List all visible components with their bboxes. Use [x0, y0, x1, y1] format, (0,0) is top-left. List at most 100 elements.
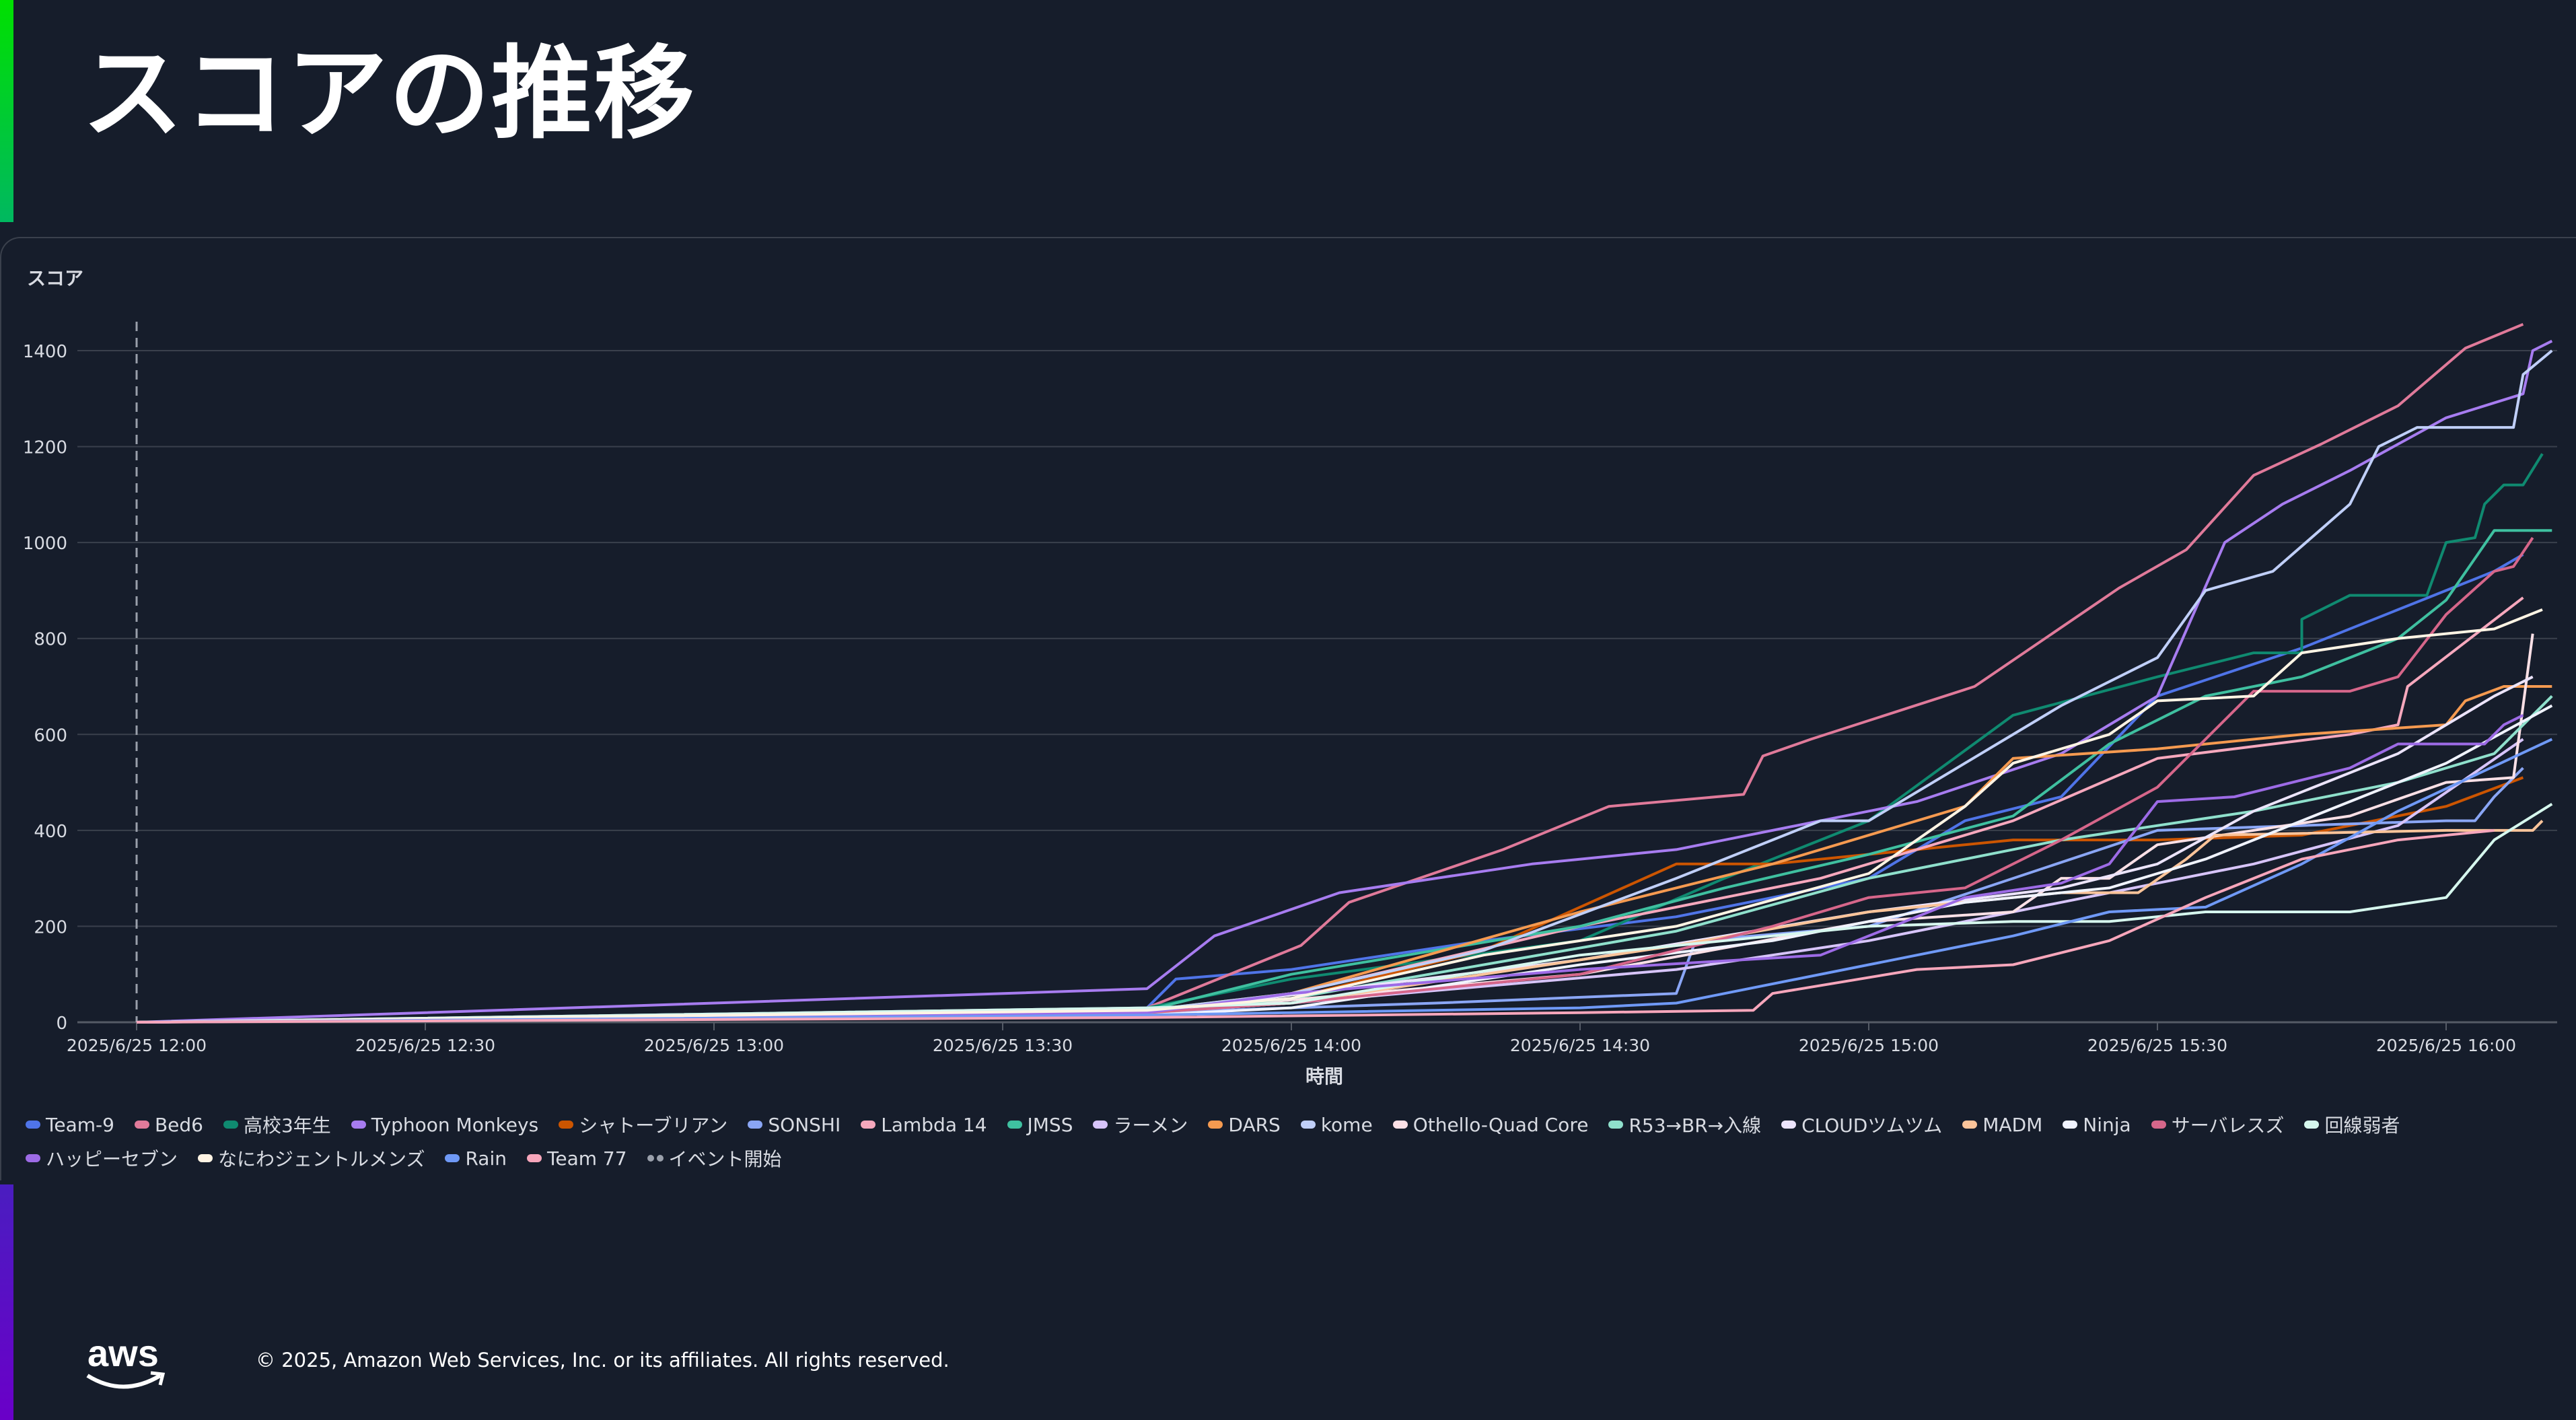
y-tick-label: 200 [34, 917, 67, 937]
y-tick-label: 600 [34, 725, 67, 746]
legend-label: ハッピーセブン [46, 1148, 178, 1170]
legend-label: kome [1320, 1113, 1373, 1136]
legend-swatch [1781, 1121, 1797, 1129]
legend-swatch [748, 1121, 763, 1129]
legend-label: なにわジェントルメンズ [218, 1148, 425, 1170]
legend-label: シャトーブリアン [579, 1114, 728, 1137]
series-line-サーバレスズ [136, 536, 2534, 1024]
legend-item[interactable]: ラーメン [1093, 1112, 1188, 1137]
y-axis-label: スコア [27, 267, 84, 289]
y-tick-label: 800 [34, 630, 67, 650]
legend-label: Ninja [2083, 1113, 2131, 1136]
legend-item[interactable]: 回線弱者 [2304, 1112, 2400, 1137]
legend-swatch [2063, 1121, 2078, 1129]
legend-item[interactable]: Ninja [2063, 1112, 2131, 1137]
legend-swatch [1300, 1121, 1316, 1129]
series-line-Team 77 [136, 828, 2495, 1024]
series-line-Typhoon Monkeys [136, 339, 2553, 1024]
series-line-Bed6 [136, 322, 2524, 1024]
legend-item[interactable]: DARS [1208, 1112, 1281, 1137]
legend-label: Typhoon Monkeys [371, 1113, 539, 1136]
slide-title: スコアの推移 [82, 36, 696, 153]
legend-swatch [445, 1154, 460, 1162]
y-tick-label: 400 [34, 822, 67, 842]
legend-item[interactable]: Bed6 [134, 1112, 203, 1137]
legend-swatch [1608, 1121, 1624, 1129]
legend-swatch [1208, 1121, 1223, 1129]
legend-label: Othello-Quad Core [1412, 1113, 1589, 1136]
legend-label: DARS [1228, 1113, 1281, 1136]
series-line-高校3年生 [136, 453, 2544, 1024]
legend-label: R53→BR→入線 [1629, 1114, 1762, 1137]
chart-legend: Team-9 Bed6 高校3年生 Typhoon Monkeys シャトーブリアン SO… [26, 1112, 2556, 1171]
x-tick-label: 2025/6/25 14:00 [1221, 1036, 1361, 1055]
x-axis-label: 時間 [1305, 1065, 1344, 1088]
series-line-回線弱者 [136, 803, 2553, 1024]
legend-item[interactable]: kome [1300, 1112, 1373, 1137]
legend-item[interactable]: JMSS [1007, 1112, 1073, 1137]
line-chart: 0 200 400 600 800 1000 1200 1400 2025/6/25 12:00… [23, 322, 2557, 1055]
chart-panel [0, 237, 2576, 1180]
legend-label: CLOUDツムツム [1801, 1114, 1943, 1137]
legend-swatch [26, 1154, 40, 1162]
x-tick-label: 2025/6/25 15:30 [2087, 1036, 2227, 1055]
legend-label: イベント開始 [668, 1148, 782, 1170]
x-tick-label: 2025/6/25 13:30 [933, 1036, 1073, 1055]
legend-item[interactable]: ハッピーセブン [26, 1145, 178, 1171]
legend-item[interactable]: MADM [1962, 1112, 2042, 1137]
legend-item[interactable]: Team 77 [527, 1145, 627, 1171]
legend-item[interactable]: R53→BR→入線 [1608, 1112, 1761, 1137]
series-line-なにわジェントルメンズ [136, 608, 2543, 1024]
series-line-kome [136, 349, 2553, 1024]
y-tick-label: 1000 [23, 534, 67, 554]
legend-item[interactable]: Typhoon Monkeys [351, 1112, 538, 1137]
y-tick-label: 0 [56, 1014, 67, 1034]
legend-label: JMSS [1027, 1113, 1073, 1136]
legend-swatch [647, 1155, 664, 1162]
legend-item[interactable]: SONSHI [748, 1112, 840, 1137]
legend-item[interactable]: イベント開始 [647, 1145, 782, 1171]
accent-bar-bottom [0, 1184, 13, 1420]
x-tick-label: 2025/6/25 15:00 [1799, 1036, 1939, 1055]
legend-swatch [134, 1121, 149, 1129]
legend-label: Rain [465, 1147, 507, 1170]
legend-swatch [559, 1121, 574, 1129]
series-line-Team-9 [136, 553, 2524, 1024]
aws-logo-text: aws [87, 1334, 159, 1374]
legend-item[interactable]: Othello-Quad Core [1392, 1112, 1589, 1137]
legend-swatch [2151, 1121, 2166, 1129]
legend-item[interactable]: Lambda 14 [861, 1112, 987, 1137]
legend-swatch [351, 1121, 366, 1129]
legend-item[interactable]: シャトーブリアン [559, 1112, 727, 1137]
legend-item[interactable]: Rain [445, 1145, 507, 1171]
series-line-Ninja [136, 704, 2553, 1024]
legend-label: 高校3年生 [243, 1114, 331, 1137]
legend-swatch [223, 1121, 238, 1129]
series-line-ラーメン [136, 738, 2524, 1024]
legend-label: ラーメン [1113, 1114, 1188, 1137]
legend-item[interactable]: 高校3年生 [223, 1112, 331, 1137]
legend-label: Lambda 14 [881, 1113, 987, 1136]
x-tick-label: 2025/6/25 16:00 [2376, 1036, 2516, 1055]
series-line-Lambda 14 [136, 596, 2524, 1024]
y-tick-label: 1400 [23, 342, 67, 362]
y-tick-label: 1200 [23, 438, 67, 458]
legend-item[interactable]: サーバレスズ [2151, 1112, 2285, 1137]
legend-swatch [26, 1121, 40, 1129]
legend-swatch [1392, 1121, 1408, 1129]
legend-item[interactable]: Team-9 [26, 1112, 114, 1137]
legend-label: MADM [1982, 1113, 2043, 1136]
aws-logo: aws [86, 1334, 166, 1389]
x-tick-label: 2025/6/25 12:30 [355, 1036, 495, 1055]
legend-swatch [2304, 1121, 2320, 1129]
legend-swatch [527, 1154, 542, 1162]
legend-swatch [198, 1154, 213, 1162]
legend-label: Bed6 [154, 1113, 203, 1136]
legend-label: SONSHI [768, 1113, 841, 1136]
legend-label: サーバレスズ [2171, 1114, 2285, 1137]
legend-item[interactable]: CLOUDツムツム [1781, 1112, 1942, 1137]
series-line-ハッピーセブン [136, 714, 2524, 1024]
series-line-JMSS [136, 529, 2552, 1024]
legend-label: Team-9 [46, 1113, 114, 1136]
legend-item[interactable]: なにわジェントルメンズ [198, 1145, 425, 1171]
